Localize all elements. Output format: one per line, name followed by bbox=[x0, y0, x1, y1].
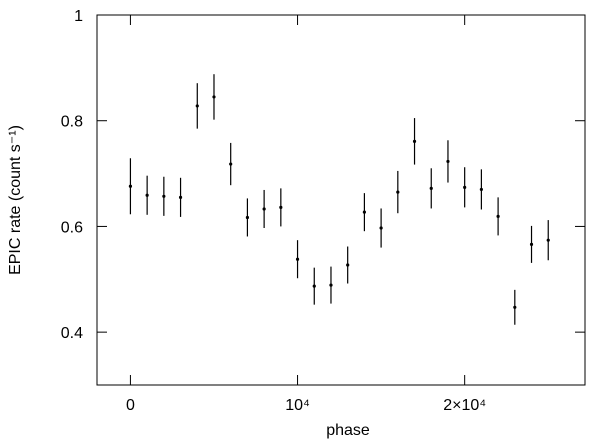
data-point bbox=[229, 162, 233, 166]
y-axis-label: EPIC rate (count s⁻¹) bbox=[7, 125, 24, 275]
data-point bbox=[546, 238, 550, 242]
data-point bbox=[128, 184, 133, 188]
data-point bbox=[195, 104, 199, 108]
data-point bbox=[346, 263, 350, 267]
data-point bbox=[496, 214, 500, 218]
data-point bbox=[145, 193, 149, 197]
data-point bbox=[379, 226, 383, 230]
data-point bbox=[513, 305, 517, 309]
data-point bbox=[312, 284, 316, 288]
data-point bbox=[429, 186, 433, 190]
data-point bbox=[279, 205, 283, 209]
data-point bbox=[479, 187, 483, 192]
x-tick-label: 0 bbox=[126, 397, 135, 414]
x-tick-label: 10⁴ bbox=[285, 397, 310, 414]
data-point bbox=[529, 242, 534, 246]
data-point bbox=[396, 190, 400, 194]
plot-frame bbox=[96, 14, 586, 386]
x-axis-label: phase bbox=[326, 422, 370, 439]
data-point bbox=[295, 257, 300, 261]
y-tick-label: 0.6 bbox=[61, 219, 83, 236]
data-point bbox=[463, 185, 467, 189]
data-point bbox=[262, 207, 266, 211]
data-point bbox=[329, 283, 333, 287]
y-tick-label: 0.4 bbox=[61, 325, 83, 342]
y-tick-label: 1 bbox=[74, 8, 83, 25]
data-point bbox=[446, 159, 450, 164]
data-point bbox=[212, 95, 216, 99]
data-point bbox=[178, 195, 183, 199]
data-point bbox=[245, 215, 250, 220]
data-point bbox=[412, 139, 417, 143]
y-tick-label: 0.8 bbox=[61, 114, 83, 131]
data-point bbox=[362, 210, 366, 214]
x-tick-label: 2×10⁴ bbox=[443, 397, 486, 414]
data-point bbox=[162, 194, 166, 198]
